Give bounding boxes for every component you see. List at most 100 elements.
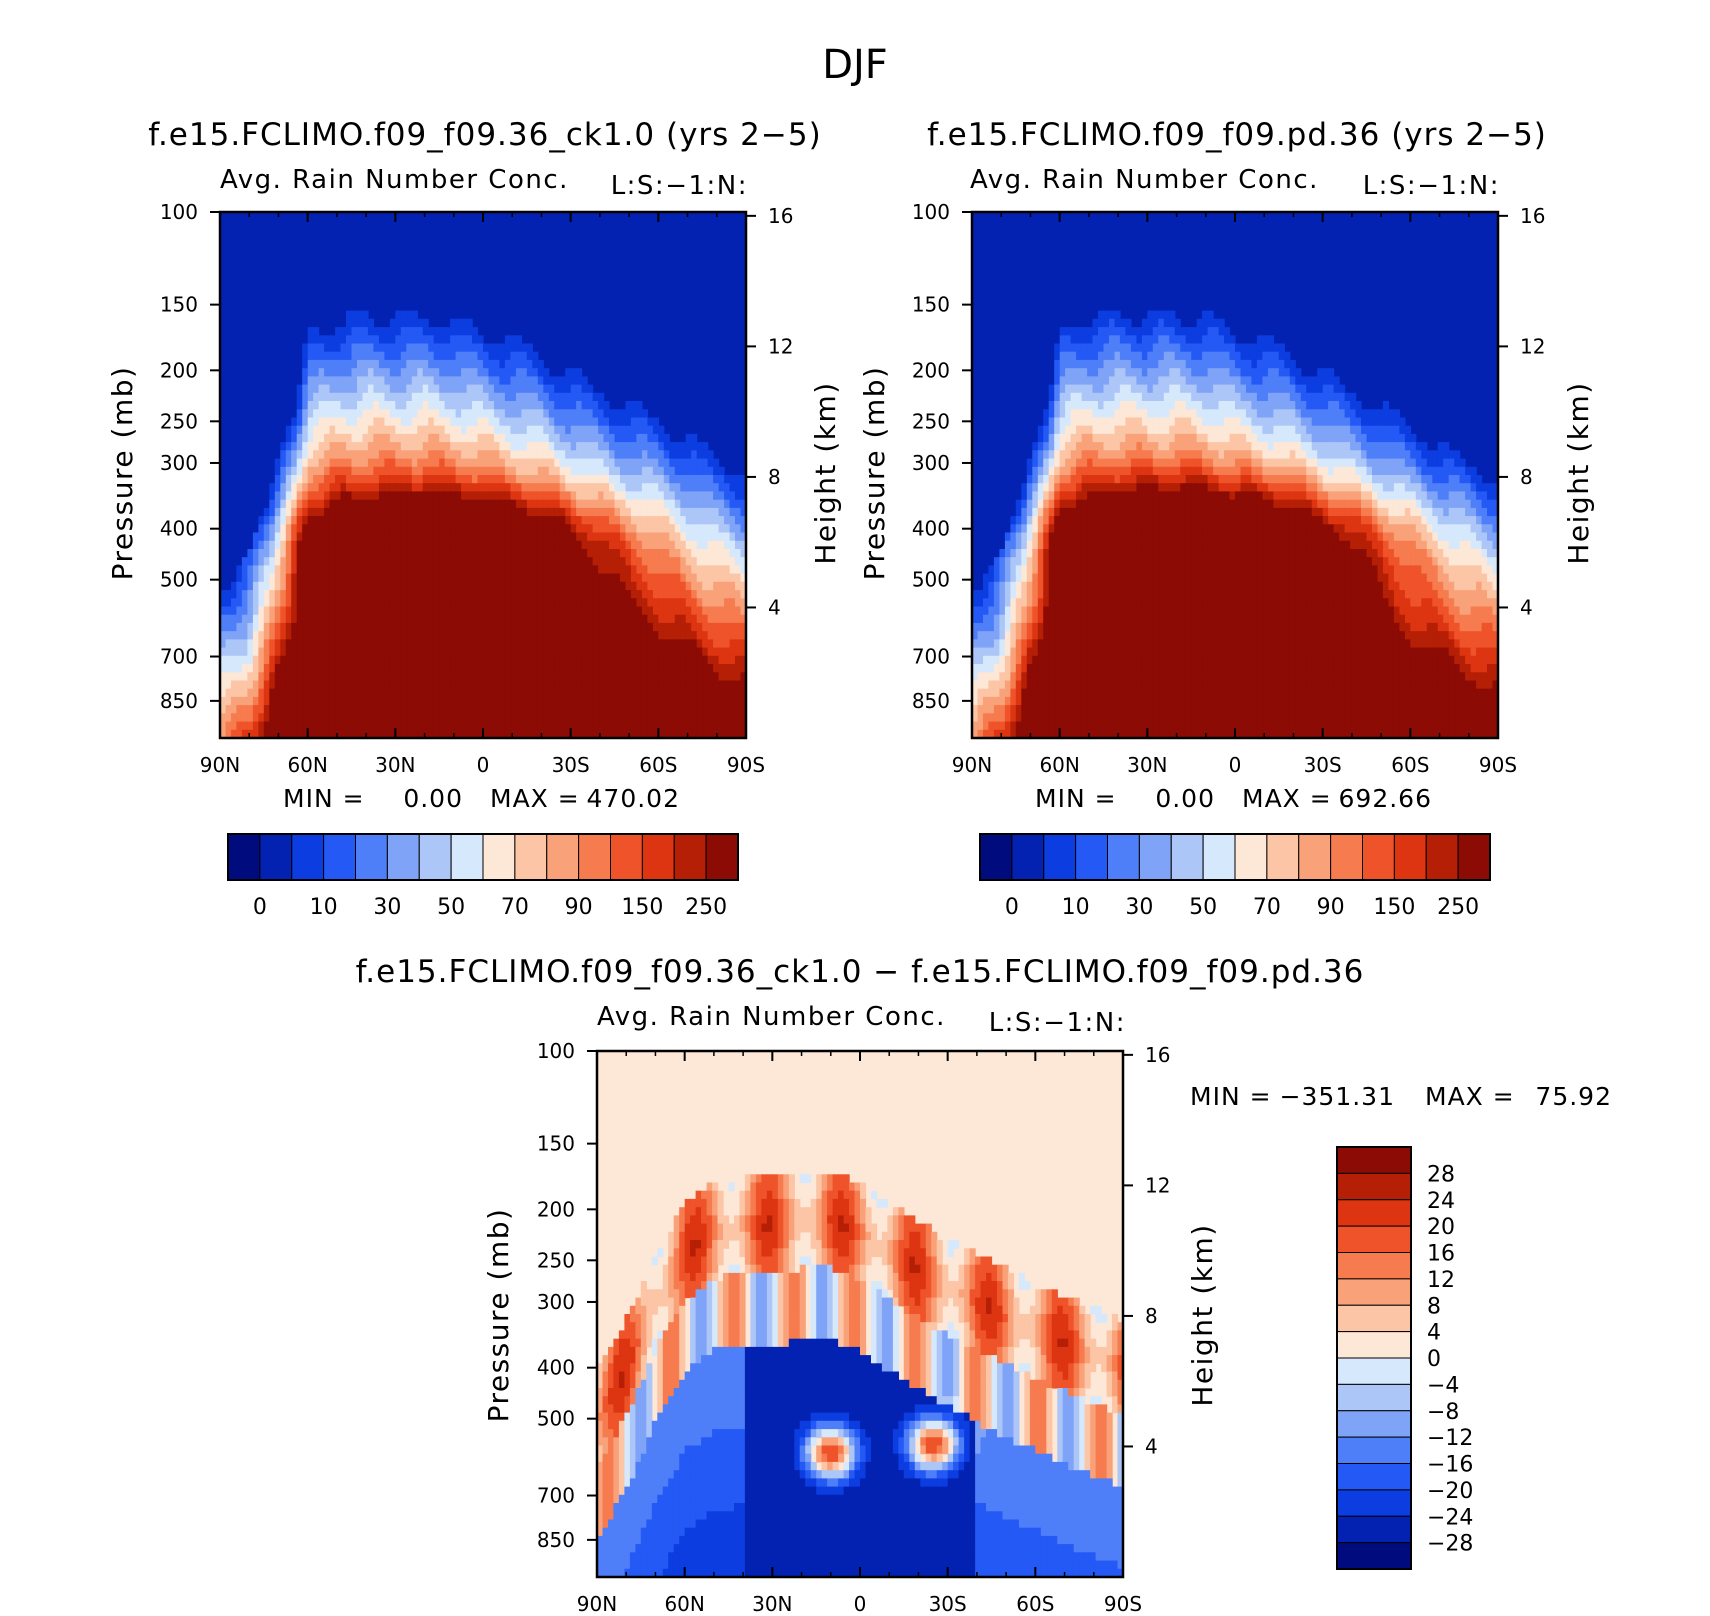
contour-cell [274,688,281,698]
contour-cell [455,705,462,714]
contour-cell [346,524,353,534]
contour-cell [1289,368,1296,377]
contour-cell [291,532,298,542]
contour-cell [658,614,665,624]
contour-cell [729,688,736,698]
contour-cell [296,696,303,706]
contour-cell [581,713,588,723]
contour-cell [220,614,227,624]
contour-cell [691,483,698,492]
contour-cell [1207,409,1214,419]
contour-cell [565,565,572,575]
contour-cell [592,631,599,640]
contour-cell [1092,327,1099,336]
contour-cell [581,705,588,714]
contour-cell [510,540,517,550]
contour-cell [406,359,413,369]
contour-cell [236,614,243,624]
contour-cell [532,573,539,583]
contour-cell [1191,343,1198,353]
contour-cell [1229,433,1236,443]
contour-cell [373,507,380,517]
contour-cell [411,425,418,435]
contour-cell [450,622,457,632]
contour-cell [735,507,742,517]
contour-cell [444,565,451,575]
contour-cell [461,557,468,566]
contour-cell [406,368,413,377]
contour-cell [1130,442,1137,451]
contour-cell [1251,409,1258,419]
contour-cell [389,647,396,657]
contour-cell [669,442,676,451]
contour-cell [346,581,353,591]
contour-cell [351,425,358,435]
contour-cell [422,524,429,534]
contour-cell [1229,401,1236,410]
contour-cell [598,573,605,583]
contour-cell [483,655,490,665]
contour-cell [669,499,676,509]
contour-cell [1355,433,1362,443]
contour-cell [428,483,435,492]
contour-cell [729,705,736,714]
contour-cell [510,425,517,435]
contour-cell [494,713,501,723]
contour-cell [362,672,369,682]
contour-cell [422,606,429,616]
contour-cell [411,409,418,419]
contour-cell [581,475,588,484]
colorbar-label: 30 [373,895,401,920]
contour-cell [740,680,746,690]
contour-cell [537,524,544,534]
contour-cell [357,425,364,435]
contour-cell [378,466,385,476]
contour-cell [1092,442,1099,451]
contour-cell [1037,433,1044,443]
contour-cell [1246,442,1253,451]
contour-cell [603,491,610,501]
contour-cell [735,688,742,698]
contour-cell [428,343,435,353]
contour-cell [444,442,451,451]
contour-cell [696,672,703,682]
contour-cell [1224,425,1231,435]
contour-cell [499,368,506,377]
contour-cell [494,721,501,731]
contour-cell [707,696,714,706]
contour-cell [641,614,648,624]
contour-cell [735,639,742,649]
contour-cell [439,351,446,361]
contour-cell [296,557,303,566]
contour-cell [483,516,490,525]
contour-cell [598,417,605,427]
contour-cell [296,631,303,640]
contour-cell [1251,368,1258,377]
contour-cell [335,540,342,550]
contour-cell [488,631,495,640]
contour-cell [603,433,610,443]
contour-cell [1054,409,1061,419]
contour-cell [515,425,522,435]
contour-cell [1251,442,1258,451]
contour-cell [307,729,314,738]
contour-cell [1114,368,1121,377]
contour-cell [335,483,342,492]
contour-cell [543,696,550,706]
contour-cell [543,647,550,657]
contour-cell [499,540,506,550]
contour-cell [592,606,599,616]
contour-cell [488,655,495,665]
contour-cell [329,540,336,550]
contour-cell [707,507,714,517]
contour-cell [324,507,331,517]
contour-cell [351,401,358,410]
contour-cell [225,631,232,640]
contour-cell [1355,417,1362,427]
contour-cell [378,705,385,714]
contour-cell [274,680,281,690]
contour-cell [296,590,303,599]
contour-cell [674,507,681,517]
contour-cell [669,557,676,566]
contour-cell [1300,433,1307,443]
